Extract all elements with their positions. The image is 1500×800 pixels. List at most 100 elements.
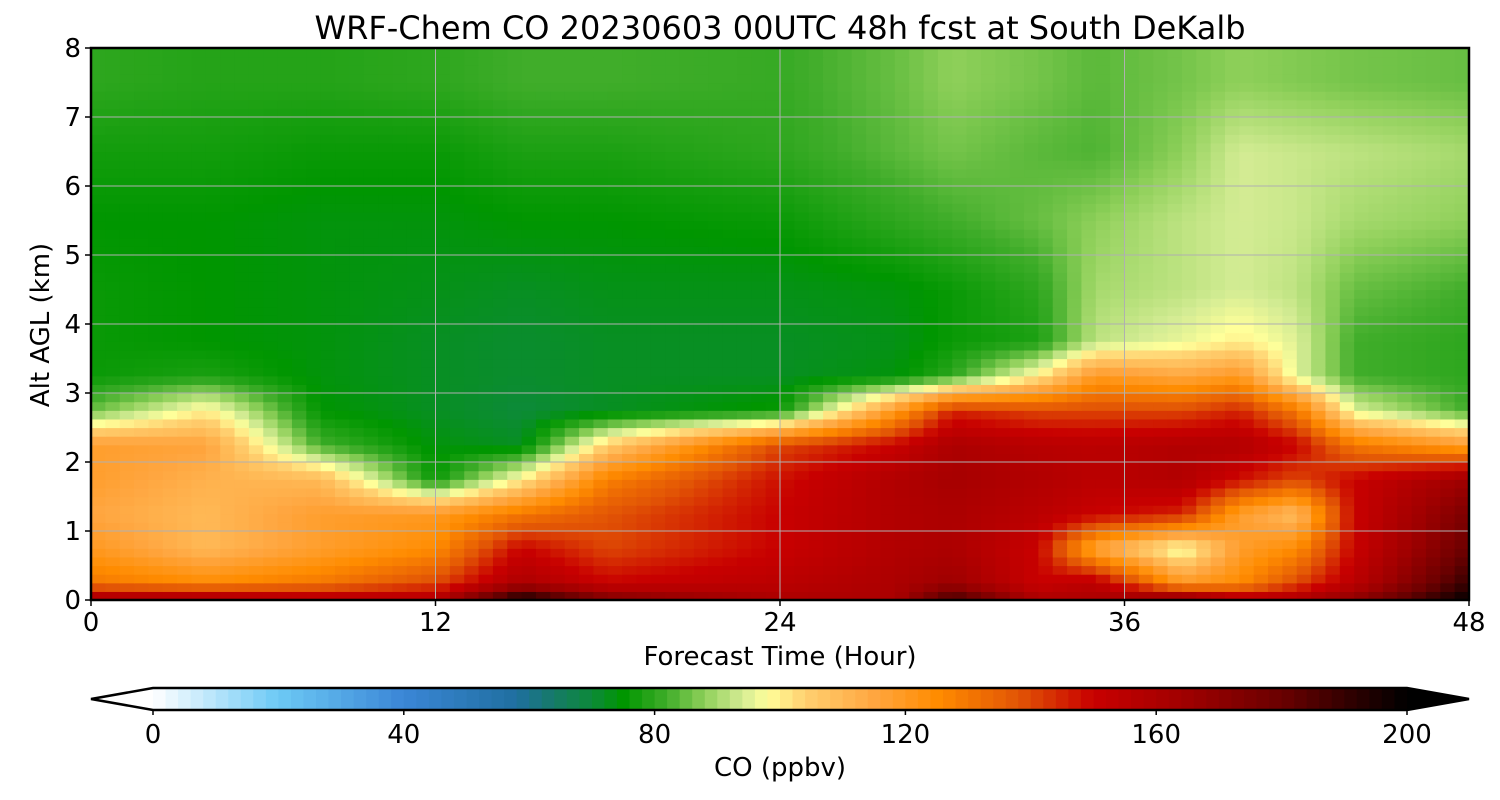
heatmap-cell (1339, 220, 1355, 230)
heatmap-cell (349, 418, 365, 429)
heatmap-cell (751, 332, 767, 342)
heatmap-cell (507, 531, 523, 541)
heatmap-cell (579, 582, 594, 592)
heatmap-cell (607, 582, 623, 592)
heatmap-cell (435, 186, 451, 196)
heatmap-cell (1196, 462, 1212, 472)
heatmap-cell (478, 453, 494, 463)
heatmap-cell (1268, 315, 1283, 325)
heatmap-cell (191, 453, 207, 463)
heatmap-cell (205, 418, 221, 429)
heatmap-cell (1397, 298, 1413, 308)
heatmap-cell (1454, 393, 1469, 403)
heatmap-cell (148, 272, 164, 282)
heatmap-cell (607, 263, 623, 273)
heatmap-cell (550, 470, 566, 480)
heatmap-cell (851, 565, 867, 575)
heatmap-cell (808, 375, 824, 385)
heatmap-cell (708, 246, 724, 256)
heatmap-cell (1382, 462, 1398, 472)
heatmap-cell (894, 444, 910, 454)
heatmap-cell (1354, 177, 1370, 187)
heatmap-cell (679, 298, 695, 308)
heatmap-cell (1268, 168, 1283, 178)
heatmap-cell (909, 436, 925, 446)
heatmap-cell (665, 513, 681, 523)
heatmap-cell (923, 462, 939, 472)
heatmap-cell (1081, 324, 1097, 334)
heatmap-cell (507, 487, 523, 498)
heatmap-cell (794, 367, 810, 377)
heatmap-cell (966, 582, 982, 592)
heatmap-cell (1253, 168, 1269, 178)
heatmap-cell (1325, 177, 1341, 187)
heatmap-cell (1325, 462, 1341, 472)
heatmap-cell (277, 315, 293, 325)
heatmap-cell (1268, 548, 1283, 558)
heatmap-cell (1024, 263, 1039, 273)
heatmap-cell (1454, 496, 1469, 506)
heatmap-cell (579, 453, 594, 463)
heatmap-cell (105, 203, 121, 213)
heatmap-cell (363, 548, 379, 558)
heatmap-cell (665, 151, 681, 161)
heatmap-cell (435, 341, 451, 351)
heatmap-cell (665, 591, 681, 600)
heatmap-cell (679, 418, 695, 429)
heatmap-cell (105, 324, 121, 334)
heatmap-cell (1440, 246, 1456, 256)
heatmap-cell (119, 168, 135, 178)
heatmap-cell (1167, 151, 1183, 161)
heatmap-cell (320, 453, 336, 463)
heatmap-cell (980, 220, 996, 230)
heatmap-cell (1397, 487, 1413, 498)
heatmap-cell (162, 462, 178, 472)
heatmap-cell (205, 203, 221, 213)
heatmap-cell (1110, 298, 1126, 308)
heatmap-cell (1067, 479, 1083, 489)
heatmap-cell (521, 479, 537, 489)
heatmap-cell (1253, 427, 1269, 437)
heatmap-cell (693, 479, 709, 489)
heatmap-cell (1095, 306, 1111, 316)
heatmap-cell (1038, 513, 1054, 523)
heatmap-cell (220, 211, 236, 222)
heatmap-cell (1239, 436, 1255, 446)
heatmap-cell (1196, 263, 1212, 273)
heatmap-cell (808, 272, 824, 282)
heatmap-cell (794, 280, 810, 291)
heatmap-cell (708, 358, 724, 368)
heatmap-cell (277, 151, 293, 161)
heatmap-cell (593, 298, 609, 308)
heatmap-cell (335, 177, 350, 187)
heatmap-cell (780, 220, 795, 230)
heatmap-cell (478, 393, 494, 403)
heatmap-cell (722, 548, 738, 558)
heatmap-cell (1052, 574, 1068, 584)
heatmap-cell (980, 186, 996, 196)
heatmap-cell (952, 358, 968, 368)
heatmap-cell (1224, 556, 1240, 567)
heatmap-cell (464, 203, 480, 213)
heatmap-cell (923, 556, 939, 567)
heatmap-cell (780, 574, 795, 584)
heatmap-cell (406, 349, 422, 360)
heatmap-cell (780, 496, 795, 506)
heatmap-cell (1440, 436, 1456, 446)
heatmap-cell (593, 565, 609, 575)
heatmap-cell (894, 548, 910, 558)
heatmap-cell (679, 436, 695, 446)
heatmap-cell (1239, 263, 1255, 273)
heatmap-cell (765, 487, 781, 498)
heatmap-cell (291, 401, 307, 411)
heatmap-cell (148, 211, 164, 222)
heatmap-cell (1411, 246, 1427, 256)
heatmap-cell (234, 341, 250, 351)
heatmap-cell (1282, 522, 1298, 532)
heatmap-cell (1009, 531, 1025, 541)
heatmap-cell (248, 487, 264, 498)
heatmap-cell (636, 418, 652, 429)
heatmap-cell (1440, 556, 1456, 567)
heatmap-cell (880, 229, 896, 239)
heatmap-cell (1411, 453, 1427, 463)
